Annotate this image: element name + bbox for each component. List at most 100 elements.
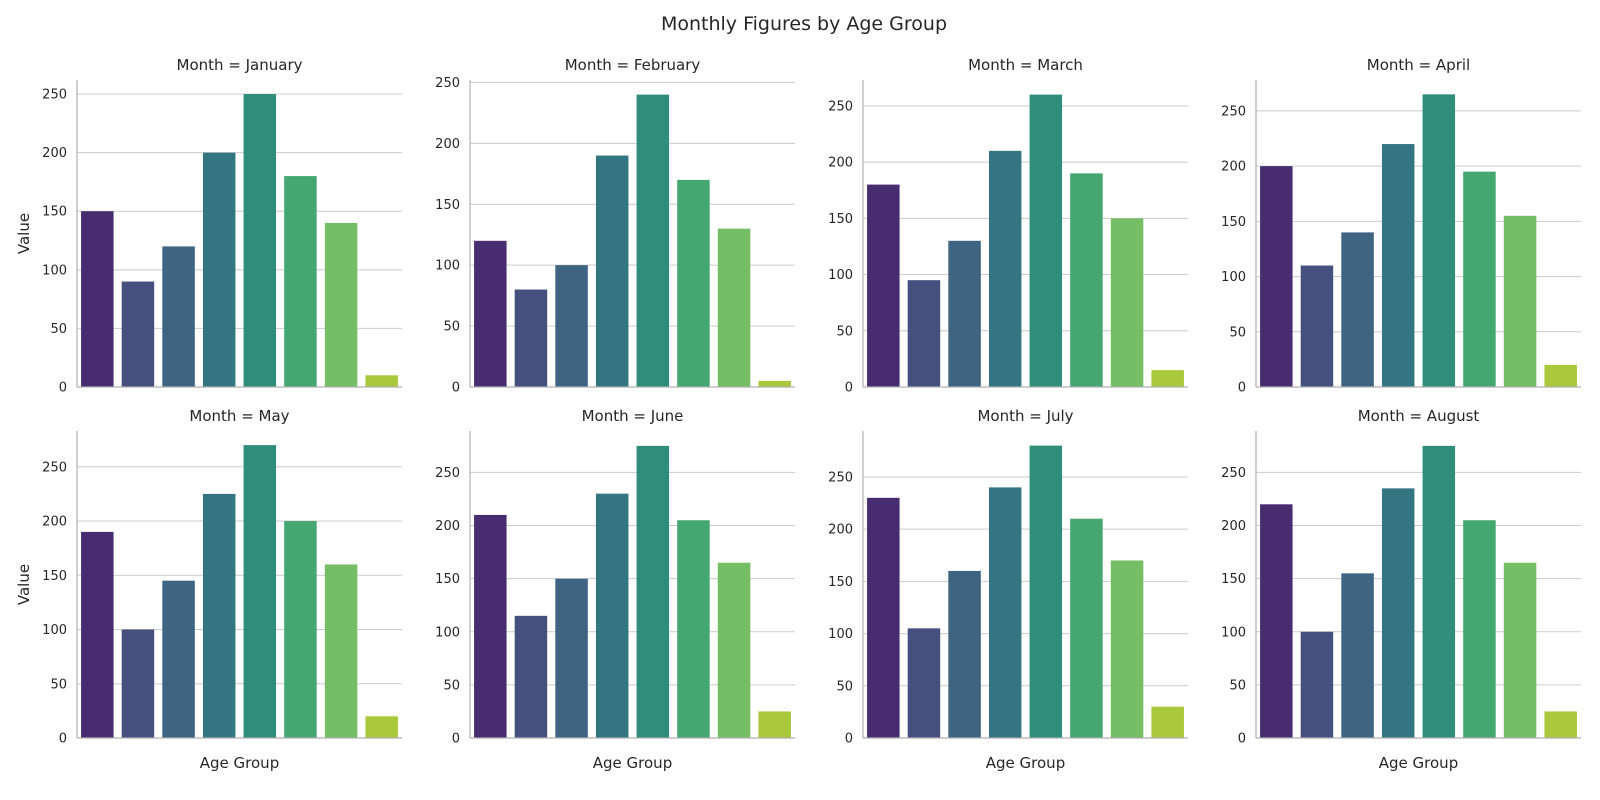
bar bbox=[988, 487, 1022, 738]
bar bbox=[758, 711, 791, 738]
bar bbox=[1110, 218, 1144, 387]
y-tick-label: 50 bbox=[50, 322, 67, 337]
bar bbox=[555, 578, 588, 738]
y-tick-label: 200 bbox=[828, 156, 853, 171]
panel-title: Month = August bbox=[1358, 407, 1480, 425]
bar bbox=[595, 155, 629, 387]
bar bbox=[162, 580, 195, 738]
bar bbox=[1260, 504, 1293, 738]
y-tick-label: 200 bbox=[1221, 160, 1246, 175]
bar bbox=[284, 176, 317, 387]
bar bbox=[514, 289, 548, 387]
y-tick-label: 100 bbox=[1221, 270, 1246, 285]
bar bbox=[1070, 173, 1103, 387]
y-tick-label: 200 bbox=[435, 137, 460, 152]
y-tick-label: 150 bbox=[42, 569, 67, 584]
y-tick-label: 0 bbox=[452, 381, 460, 396]
bar bbox=[677, 520, 710, 738]
bar bbox=[1070, 518, 1103, 738]
y-tick-label: 100 bbox=[42, 263, 67, 278]
y-tick-label: 100 bbox=[1221, 625, 1246, 640]
y-tick-label: 50 bbox=[1229, 325, 1246, 340]
y-tick-label: 150 bbox=[42, 205, 67, 220]
y-tick-label: 0 bbox=[1238, 732, 1246, 747]
y-tick-label: 0 bbox=[59, 732, 67, 747]
y-tick-label: 0 bbox=[1238, 381, 1246, 396]
y-tick-label: 250 bbox=[42, 460, 67, 475]
y-tick-label: 250 bbox=[828, 99, 853, 114]
bar bbox=[1341, 573, 1374, 738]
bar bbox=[121, 629, 155, 738]
y-tick-label: 50 bbox=[443, 320, 460, 335]
bar bbox=[948, 240, 981, 387]
bar bbox=[1260, 166, 1293, 387]
panel-title: Month = July bbox=[977, 407, 1073, 425]
bar bbox=[1463, 171, 1496, 387]
bar bbox=[202, 152, 236, 387]
bar bbox=[324, 564, 358, 738]
bar bbox=[636, 94, 670, 387]
y-tick-label: 200 bbox=[42, 515, 67, 530]
y-tick-label: 50 bbox=[1229, 678, 1246, 693]
bar bbox=[514, 615, 548, 738]
facet-panel: 0 50 100 150 200 250 Month = March bbox=[828, 56, 1188, 396]
x-axis-label: Age Group bbox=[593, 754, 672, 772]
panel-title: Month = January bbox=[177, 56, 303, 74]
y-tick-label: 100 bbox=[828, 268, 853, 283]
bar bbox=[1422, 94, 1456, 388]
facet-panel: 0 50 100 150 200 250 Month = April bbox=[1221, 56, 1581, 396]
bar bbox=[474, 240, 507, 387]
bar bbox=[474, 514, 507, 738]
y-tick-label: 100 bbox=[42, 623, 67, 638]
facet-panel: 0 50 100 150 200 250 Month = June Age Group bbox=[435, 407, 795, 772]
bar bbox=[555, 265, 588, 387]
y-tick-label: 100 bbox=[435, 259, 460, 274]
x-axis-label: Age Group bbox=[986, 754, 1065, 772]
y-tick-label: 0 bbox=[452, 732, 460, 747]
y-tick-label: 150 bbox=[828, 575, 853, 590]
bar bbox=[162, 246, 195, 387]
bar bbox=[907, 628, 941, 738]
y-tick-label: 0 bbox=[59, 381, 67, 396]
y-tick-label: 250 bbox=[1221, 466, 1246, 481]
bar bbox=[1381, 144, 1415, 387]
bar bbox=[907, 280, 941, 387]
x-axis-label: Age Group bbox=[200, 754, 279, 772]
facet-panel: 0 50 100 150 200 250 Month = August Age Group bbox=[1221, 407, 1581, 772]
y-tick-label: 100 bbox=[435, 625, 460, 640]
bar bbox=[202, 493, 236, 738]
y-tick-label: 150 bbox=[435, 572, 460, 587]
bar bbox=[1422, 445, 1456, 738]
bar bbox=[758, 380, 791, 387]
facet-panel: 0 50 100 150 200 250 Month = July Age Group bbox=[828, 407, 1188, 772]
bar bbox=[1503, 215, 1537, 387]
x-axis-label: Age Group bbox=[1379, 754, 1458, 772]
y-tick-label: 150 bbox=[828, 212, 853, 227]
bar bbox=[948, 570, 981, 738]
bar bbox=[81, 531, 114, 738]
bar bbox=[1463, 520, 1496, 738]
y-tick-label: 250 bbox=[435, 76, 460, 91]
bar bbox=[121, 281, 155, 387]
y-tick-label: 250 bbox=[828, 470, 853, 485]
bar bbox=[1300, 265, 1334, 387]
y-tick-label: 200 bbox=[435, 519, 460, 534]
bar bbox=[1151, 370, 1184, 387]
facet-panel: 0 50 100 150 200 250 Month = January Value bbox=[15, 56, 402, 396]
facet-panel: 0 50 100 150 200 250 Month = February bbox=[435, 56, 795, 396]
y-tick-label: 200 bbox=[828, 523, 853, 538]
panel-title: Month = May bbox=[189, 407, 289, 425]
chart-title: Monthly Figures by Age Group bbox=[661, 13, 947, 35]
bar bbox=[1029, 94, 1063, 387]
bar bbox=[867, 184, 900, 387]
bar bbox=[1110, 560, 1144, 738]
y-tick-label: 250 bbox=[1221, 104, 1246, 119]
y-tick-label: 200 bbox=[42, 146, 67, 161]
bar bbox=[717, 228, 751, 387]
y-axis-label: Value bbox=[15, 213, 33, 254]
bar bbox=[677, 179, 710, 387]
y-tick-label: 0 bbox=[845, 381, 853, 396]
y-tick-label: 200 bbox=[1221, 519, 1246, 534]
bar bbox=[1544, 364, 1577, 387]
panel-title: Month = June bbox=[582, 407, 684, 425]
